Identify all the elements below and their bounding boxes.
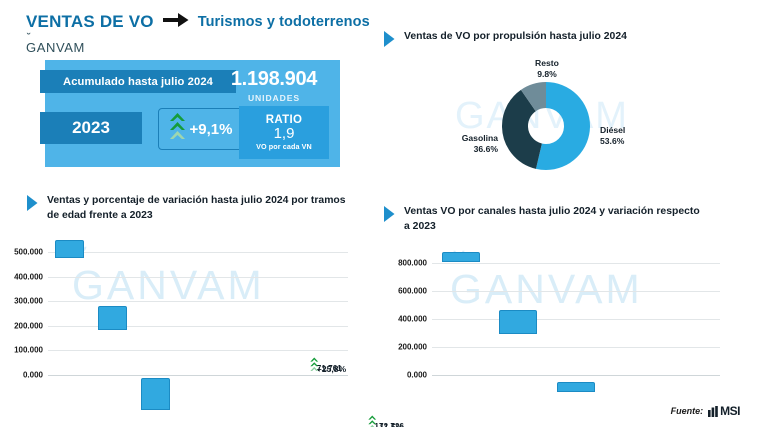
y-axis-tick: 600.000	[398, 286, 427, 296]
chevron-up-icon	[310, 357, 603, 376]
donut-label-diesel: Diésel 53.6%	[600, 125, 674, 146]
section-title-propulsion: Ventas de VO por propulsión hasta julio …	[404, 31, 627, 42]
kpi-total-block: 1.198.904 UNIDADES	[219, 68, 329, 103]
chart-ventas-por-tramo-edad: GANVAM 0.000 100.000 200.000 300.000 400.000…	[14, 240, 348, 411]
chevron-up-icon	[0, 423, 260, 427]
kpi-compare-year-chip: 2023	[40, 112, 142, 144]
kpi-ratio-note: VO por cada VN	[256, 142, 312, 152]
gridline	[48, 276, 348, 278]
gridline	[48, 325, 348, 327]
axis-baseline	[48, 375, 348, 376]
bar-importaci-n[interactable]	[556, 382, 595, 392]
source-label: Fuente:	[670, 406, 704, 416]
kpi-ratio-value: 1,9	[273, 124, 295, 142]
donut-slice-gasolina	[502, 82, 590, 170]
donut-label-gasolina-name: Gasolina	[461, 133, 498, 143]
gridline	[48, 252, 348, 254]
source-footer: Fuente: MSI	[670, 404, 741, 418]
kpi-compare-year: 2023	[72, 118, 110, 137]
bar-3-5-a-os[interactable]	[140, 377, 170, 411]
msi-logo-text: MSI	[720, 404, 740, 418]
donut-label-resto: Resto 9.8%	[510, 58, 584, 79]
y-axis-tick: 100.000	[14, 345, 43, 355]
bar-empresas[interactable]	[499, 310, 538, 335]
section-title-canales: Ventas VO por canales hasta julio 2024 y…	[404, 206, 700, 232]
bar-value-label: 172.726	[374, 422, 404, 427]
gridline	[432, 291, 720, 293]
kpi-ratio-box: RATIO 1,9 VO por cada VN	[239, 106, 329, 159]
kpi-accumulated-chip: Acumulado hasta julio 2024	[40, 70, 236, 93]
y-axis-tick: 0.000	[406, 370, 427, 380]
axis-baseline	[432, 375, 720, 376]
y-axis-tick: 400.000	[398, 314, 427, 324]
bar--1-a-os[interactable]	[54, 240, 84, 259]
chevron-up-icon	[368, 415, 661, 427]
gridline	[432, 319, 720, 321]
kpi-accumulated-label: Acumulado hasta julio 2024	[63, 75, 213, 88]
propulsion-donut-chart	[498, 78, 594, 174]
donut-label-diesel-value: 53.6%	[600, 135, 625, 146]
page-header: VENTAS DE VO Turismos y todoterrenos	[26, 12, 370, 32]
kpi-ratio-title: RATIO	[265, 113, 303, 126]
page-title: VENTAS DE VO	[26, 12, 154, 31]
section-heading-propulsion: Ventas de VO por propulsión hasta julio …	[383, 30, 713, 52]
gridline	[432, 347, 720, 349]
msi-logo: MSI	[708, 404, 740, 418]
section-heading-edad: Ventas y porcentaje de variación hasta j…	[26, 194, 346, 224]
bar-alquiladores[interactable]	[441, 252, 480, 263]
bar-variation-label: +25,8%	[316, 363, 347, 374]
y-axis-tick: 500.000	[14, 247, 43, 257]
kpi-variation-value: +9,1%	[189, 120, 233, 138]
ganvam-logo: GANVAM	[26, 33, 85, 55]
y-axis-tick: 200.000	[14, 321, 43, 331]
bar-variation-label: +0,9%	[0, 364, 219, 374]
y-axis-tick: 800.000	[398, 258, 427, 268]
triangle-right-icon	[383, 206, 395, 227]
donut-label-gasolina: Gasolina 36.6%	[424, 133, 498, 154]
page-subtitle: Turismos y todoterrenos	[197, 14, 370, 30]
kpi-variation-box: +9,1%	[158, 108, 243, 150]
donut-label-gasolina-value: 36.6%	[473, 143, 498, 154]
ganvam-logo-text: GANVAM	[26, 33, 85, 55]
donut-slice-resto	[502, 82, 590, 170]
y-axis-tick: 400.000	[14, 272, 43, 282]
kpi-total-value: 1.198.904	[230, 68, 318, 90]
watermark-canales: GANVAM	[450, 246, 643, 313]
donut-label-diesel-name: Diésel	[600, 125, 626, 135]
y-axis-tick: 0.000	[22, 370, 43, 380]
section-heading-canales: Ventas VO por canales hasta julio 2024 y…	[383, 205, 703, 235]
kpi-total-unit: UNIDADES	[247, 93, 301, 103]
chevron-up-icon	[169, 112, 186, 147]
watermark-edad: GANVAM	[72, 242, 265, 309]
triangle-right-icon	[383, 31, 395, 52]
kpi-panel: Acumulado hasta julio 2024 1.198.904 UNI…	[40, 60, 340, 167]
triangle-right-icon	[26, 195, 38, 216]
section-title-edad: Ventas y porcentaje de variación hasta j…	[47, 195, 346, 221]
y-axis-tick: 200.000	[398, 342, 427, 352]
bar-value-label: 71.761	[316, 363, 342, 373]
bar-1-3-a-os[interactable]	[97, 306, 127, 330]
right-arrow-icon	[162, 12, 189, 32]
bar-variation-label: +11,5%	[374, 422, 404, 427]
donut-label-resto-value: 9.8%	[537, 68, 557, 79]
y-axis-tick: 300.000	[14, 296, 43, 306]
gridline	[432, 263, 720, 265]
gridline	[48, 301, 348, 303]
gridline	[48, 350, 348, 352]
donut-label-resto-name: Resto	[535, 58, 559, 68]
chart-ventas-por-canales: GANVAM 0.000 200.000 400.000 600.000 800.000…	[310, 246, 720, 427]
